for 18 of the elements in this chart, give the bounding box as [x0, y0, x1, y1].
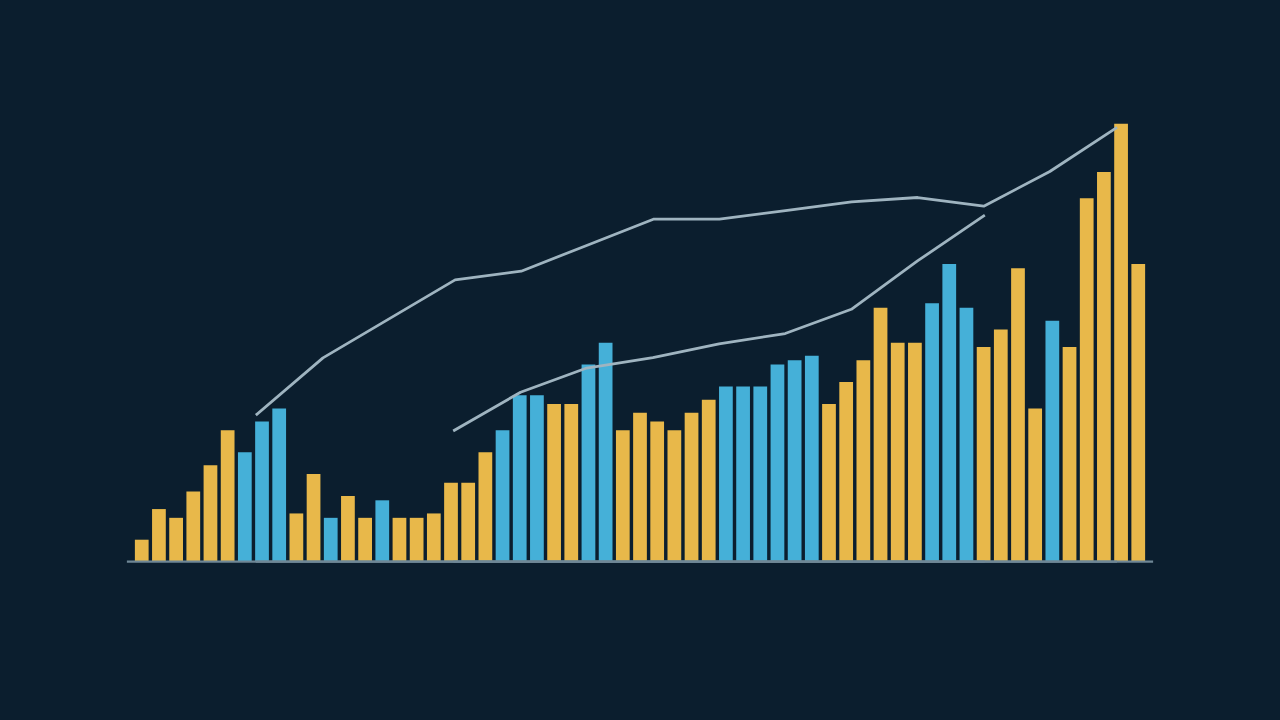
bar [220, 430, 235, 562]
bar [581, 364, 596, 562]
bar [203, 465, 218, 562]
bar [770, 364, 785, 562]
bar [684, 412, 699, 562]
bar [873, 307, 888, 562]
bar [392, 517, 407, 562]
bar [1062, 347, 1077, 562]
bar [323, 517, 338, 562]
bar [976, 347, 991, 562]
bar [1045, 320, 1060, 562]
bar [598, 342, 613, 562]
bar [375, 500, 390, 562]
bar [289, 513, 304, 562]
bar [495, 430, 510, 562]
bar [701, 399, 716, 562]
bar [959, 307, 974, 562]
bar [306, 474, 321, 562]
